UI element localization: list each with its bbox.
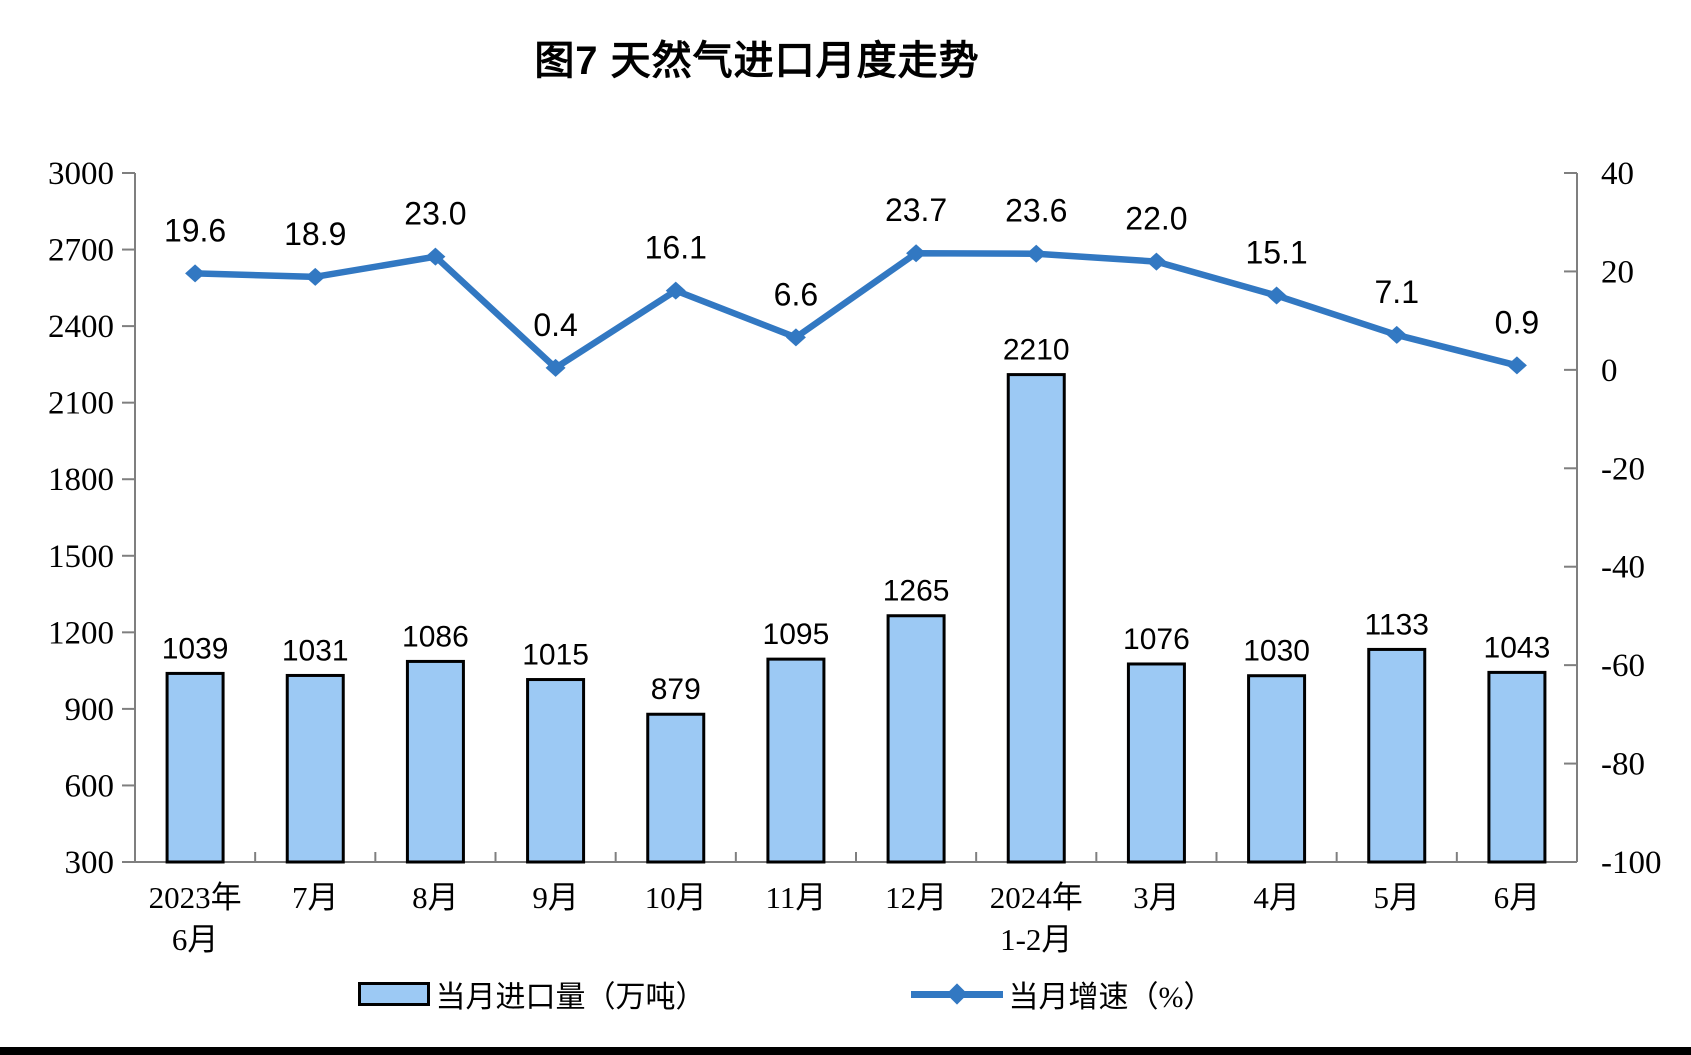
x-tick-label: 8月 — [412, 880, 459, 915]
y-tick-label-left: 900 — [65, 692, 115, 728]
bar-label: 1265 — [883, 575, 950, 608]
bar — [1247, 674, 1307, 864]
bottom-border — [0, 1047, 1691, 1055]
bar-label: 2210 — [1003, 334, 1070, 367]
y-tick-label-right: -100 — [1601, 845, 1662, 881]
line-marker — [1146, 252, 1167, 271]
line-label: 7.1 — [1375, 274, 1419, 310]
bar-label: 879 — [651, 673, 701, 706]
trend-line — [191, 249, 1521, 372]
y-tick-label-left: 3000 — [48, 156, 114, 192]
bar — [1487, 670, 1547, 864]
bar — [1006, 373, 1066, 864]
x-tick-label: 2023年 — [149, 880, 242, 915]
y-tick-label-left: 2100 — [48, 386, 114, 422]
line-marker — [665, 281, 686, 300]
y-tick-label-right: -80 — [1601, 747, 1645, 783]
bar — [526, 678, 586, 864]
legend: 当月进口量（万吨） 当月增速（%） — [0, 972, 1631, 1016]
x-tick-label: 12月 — [885, 880, 947, 915]
y-tick-label-right: 20 — [1601, 254, 1634, 290]
bar-label: 1039 — [162, 632, 229, 665]
bar — [1126, 662, 1186, 864]
bar — [285, 673, 345, 864]
bar — [1367, 647, 1427, 864]
x-tick-label: 9月 — [532, 880, 579, 915]
x-tick-label: 10月 — [645, 880, 707, 915]
bar — [405, 659, 465, 864]
line-label: 0.9 — [1495, 304, 1539, 340]
legend-item-imports: 当月进口量（万吨） — [357, 972, 706, 1016]
bar-label: 1086 — [402, 620, 469, 653]
y-tick-label-left: 300 — [65, 845, 115, 881]
bar-label: 1095 — [763, 618, 830, 651]
x-tick-label: 7月 — [292, 880, 339, 915]
y-tick-label-left: 2700 — [48, 233, 114, 269]
chart-title: 图7 天然气进口月度走势 — [534, 39, 980, 83]
bar-label: 1043 — [1484, 631, 1551, 664]
x-tick-label: 6月 — [1494, 880, 1541, 915]
legend-label-imports: 当月进口量（万吨） — [435, 981, 706, 1014]
y-tick-label-right: -60 — [1601, 648, 1645, 684]
line-marker — [425, 247, 446, 266]
bar-label: 1076 — [1123, 623, 1190, 656]
x-tick-label: 5月 — [1374, 880, 1421, 915]
line-label: 23.7 — [885, 192, 947, 228]
y-tick-label-left: 2400 — [48, 309, 114, 345]
x-tick-label: 6月 — [172, 922, 219, 957]
line-marker — [1506, 356, 1527, 375]
x-tick-label: 4月 — [1253, 880, 1300, 915]
bar — [886, 614, 946, 864]
line-label: 19.6 — [164, 212, 226, 248]
line-swatch-icon — [910, 983, 1003, 1005]
diamond-marker-icon — [945, 983, 968, 1005]
bar — [165, 671, 225, 864]
bar-label: 1031 — [282, 634, 349, 667]
bar-label: 1015 — [522, 639, 589, 672]
line-marker — [1386, 325, 1407, 344]
line-label: 23.0 — [404, 196, 466, 232]
bar-label: 1030 — [1243, 635, 1310, 668]
line-marker — [785, 328, 806, 347]
bar-label: 1133 — [1364, 608, 1429, 641]
bar — [646, 712, 706, 864]
line-label: 15.1 — [1245, 235, 1307, 271]
legend-label-growth: 当月增速（%） — [1008, 981, 1214, 1014]
line-marker — [1266, 286, 1287, 305]
y-tick-label-left: 1200 — [48, 615, 114, 651]
y-tick-label-left: 1800 — [48, 462, 114, 498]
x-tick-label: 3月 — [1133, 880, 1180, 915]
line-label: 0.4 — [533, 307, 577, 343]
line-label: 22.0 — [1125, 201, 1187, 237]
y-tick-label-right: -20 — [1601, 451, 1645, 487]
line-label: 23.6 — [1005, 193, 1067, 229]
line-label: 6.6 — [774, 276, 818, 312]
line-marker — [906, 244, 927, 263]
x-tick-label: 2024年 — [990, 880, 1083, 915]
bar — [766, 657, 826, 864]
legend-item-growth: 当月增速（%） — [910, 972, 1214, 1016]
line-marker — [185, 264, 206, 283]
line-marker — [545, 358, 566, 377]
line-label: 16.1 — [645, 230, 707, 266]
y-tick-label-left: 1500 — [48, 539, 114, 575]
y-tick-label-right: -40 — [1601, 550, 1645, 586]
y-tick-label-right: 40 — [1601, 156, 1634, 192]
bar-swatch-icon — [357, 982, 430, 1006]
line-marker — [1026, 244, 1047, 263]
x-tick-label: 1-2月 — [1000, 922, 1072, 957]
y-tick-label-left: 600 — [65, 768, 115, 804]
y-tick-label-right: 0 — [1601, 353, 1618, 389]
line-marker — [305, 267, 326, 286]
line-label: 18.9 — [284, 216, 346, 252]
x-tick-label: 11月 — [765, 880, 826, 915]
